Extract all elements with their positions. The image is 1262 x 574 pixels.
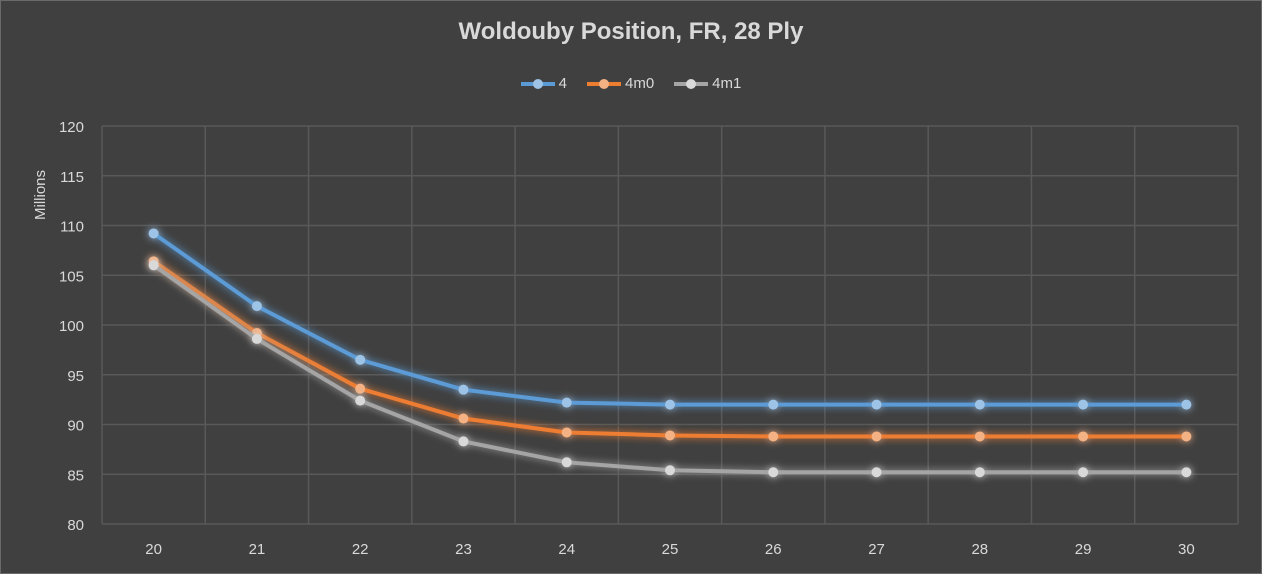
data-point — [1078, 399, 1089, 410]
data-point — [974, 467, 985, 478]
data-point — [768, 467, 779, 478]
data-point — [768, 399, 779, 410]
data-point — [355, 395, 366, 406]
x-tick-label: 21 — [249, 541, 266, 558]
data-point — [561, 397, 572, 408]
data-point — [251, 301, 262, 312]
y-tick-label: 80 — [67, 517, 84, 534]
data-point — [561, 427, 572, 438]
legend-label: 4m0 — [624, 75, 655, 92]
data-point — [355, 354, 366, 365]
series-4m1 — [148, 260, 1192, 478]
data-point — [458, 436, 469, 447]
legend-item: 4m0 — [586, 75, 655, 92]
data-point — [665, 430, 675, 441]
data-point — [871, 431, 882, 442]
x-tick-label: 23 — [455, 541, 472, 558]
x-tick-label: 25 — [662, 541, 679, 558]
data-point — [1181, 467, 1192, 478]
data-point — [974, 399, 985, 410]
data-point — [355, 383, 366, 394]
data-point — [458, 384, 469, 395]
data-point — [871, 399, 882, 410]
data-point — [871, 467, 882, 478]
x-tick-label: 30 — [1178, 541, 1195, 558]
y-axis-label: Millions — [32, 170, 49, 220]
data-point — [1181, 431, 1192, 442]
y-tick-label: 105 — [59, 268, 84, 285]
x-tick-label: 22 — [352, 541, 369, 558]
legend-marker-icon — [674, 78, 709, 89]
legend: 4 4m0 4m1 — [0, 75, 1262, 92]
legend-item: 4 — [520, 75, 567, 92]
data-point — [1078, 431, 1089, 442]
data-point — [768, 431, 779, 442]
data-point — [251, 333, 262, 344]
series-4m0 — [148, 256, 1192, 442]
data-point — [1181, 399, 1192, 410]
x-tick-label: 27 — [868, 541, 885, 558]
data-point — [974, 431, 985, 442]
legend-label: 4 — [558, 75, 567, 92]
data-point — [1078, 467, 1089, 478]
data-point — [458, 413, 469, 424]
data-point — [148, 228, 159, 239]
legend-marker-icon — [520, 78, 555, 89]
series-4 — [148, 228, 1192, 410]
y-tick-label: 95 — [67, 368, 84, 385]
y-tick-label: 100 — [59, 318, 84, 335]
x-tick-label: 29 — [1075, 541, 1092, 558]
x-tick-label: 26 — [765, 541, 782, 558]
x-tick-label: 24 — [558, 541, 575, 558]
legend-label: 4m1 — [712, 75, 742, 92]
data-point — [665, 399, 675, 410]
y-tick-label: 115 — [60, 169, 84, 186]
data-point — [148, 260, 159, 271]
y-tick-label: 85 — [67, 467, 84, 484]
x-tick-label: 28 — [971, 541, 988, 558]
y-tick-label: 110 — [60, 219, 84, 236]
legend-marker-icon — [586, 78, 621, 89]
y-tick-label: 120 — [59, 119, 84, 136]
x-tick-label: 20 — [145, 541, 162, 558]
data-point — [665, 465, 675, 476]
y-tick-label: 90 — [67, 418, 84, 435]
legend-item: 4m1 — [674, 75, 741, 92]
chart-title: Woldouby Position, FR, 28 Ply — [458, 18, 804, 45]
data-point — [561, 457, 572, 468]
